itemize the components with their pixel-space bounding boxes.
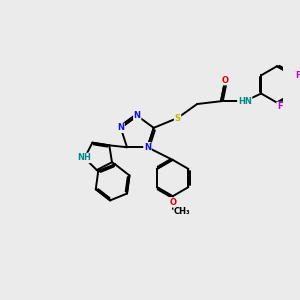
Text: N: N <box>134 111 141 120</box>
Text: CH₃: CH₃ <box>174 207 191 216</box>
Text: N: N <box>117 123 124 132</box>
Text: S: S <box>175 113 181 122</box>
Text: F: F <box>277 102 283 111</box>
Text: HN: HN <box>238 97 252 106</box>
Text: NH: NH <box>78 153 92 162</box>
Text: O: O <box>169 198 176 207</box>
Text: F: F <box>295 71 300 80</box>
Text: N: N <box>144 143 151 152</box>
Text: O: O <box>222 76 229 85</box>
